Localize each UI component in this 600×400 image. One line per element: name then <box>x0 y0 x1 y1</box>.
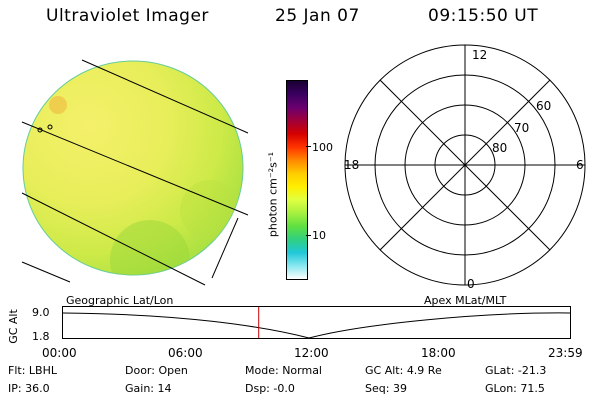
xtick-1200: 12:00 <box>294 346 329 360</box>
hot-spot <box>49 96 67 114</box>
status-value: 4.9 Re <box>406 364 442 377</box>
status-value: 39 <box>392 382 407 395</box>
status-key: Mode: <box>245 364 279 377</box>
lat-label-60: 60 <box>536 99 551 113</box>
status-row: Flt: LBHL Door: Open Mode: Normal GC Alt… <box>8 364 600 382</box>
grid-line <box>211 217 239 279</box>
status-value: Normal <box>282 364 322 377</box>
status-value: -21.3 <box>517 364 547 377</box>
mlt-label-6: 6 <box>576 158 584 172</box>
timeline-ylabel: GC Alt <box>6 309 20 344</box>
status-key: Flt: <box>8 364 26 377</box>
status-value: 36.0 <box>25 382 50 395</box>
timeline-frame <box>62 306 571 339</box>
status-value: 14 <box>157 382 172 395</box>
status-value: 71.5 <box>520 382 545 395</box>
grid-line <box>21 121 249 216</box>
lat-label-70: 70 <box>514 121 529 135</box>
timeline-ytick-low: 1.8 <box>32 330 50 343</box>
mlt-label-0: 0 <box>467 277 475 291</box>
status-key: IP: <box>8 382 22 395</box>
status-value: Open <box>158 364 188 377</box>
status-panel: Flt: LBHL Door: Open Mode: Normal GC Alt… <box>8 364 600 400</box>
grid-line <box>21 192 206 286</box>
polar-plot: 12 18 6 0 60 70 80 <box>344 44 586 291</box>
status-key: GC Alt: <box>365 364 404 377</box>
date-label: 25 Jan 07 <box>275 6 360 26</box>
status-key: GLon: <box>485 382 517 395</box>
status-value: -0.0 <box>273 382 295 395</box>
colorbar-tick-10: 10 <box>312 229 326 242</box>
timeline-left-label: Geographic Lat/Lon <box>66 294 174 307</box>
xtick-2359: 23:59 <box>548 346 583 360</box>
status-value: LBHL <box>28 364 57 377</box>
timeline-ytick-high: 9.0 <box>32 306 50 319</box>
time-label: 09:15:50 UT <box>428 6 539 26</box>
xtick-1800: 18:00 <box>421 346 456 360</box>
colorbar <box>286 80 308 280</box>
mlt-label-12: 12 <box>472 48 487 62</box>
timeline-plot <box>62 306 571 339</box>
status-key: Gain: <box>125 382 154 395</box>
status-key: Seq: <box>365 382 390 395</box>
altitude-curve <box>62 312 571 339</box>
xtick-0000: 00:00 <box>42 346 77 360</box>
grid-line <box>21 261 71 283</box>
timeline-right-label: Apex MLat/MLT <box>424 294 507 307</box>
instrument-title: Ultraviolet Imager <box>46 6 209 26</box>
status-row: IP: 36.0 Gain: 14 Dsp: -0.0 Seq: 39 GLon… <box>8 382 600 400</box>
status-key: Door: <box>125 364 155 377</box>
grid-line <box>81 59 249 134</box>
status-key: GLat: <box>485 364 515 377</box>
xtick-0600: 06:00 <box>168 346 203 360</box>
uv-image <box>21 59 249 286</box>
colorbar-tick-100: 100 <box>312 141 333 154</box>
mlt-label-18: 18 <box>344 158 359 172</box>
colorbar-label: photon cm⁻²s⁻¹ <box>266 151 280 238</box>
status-key: Dsp: <box>245 382 270 395</box>
lat-label-80: 80 <box>492 141 507 155</box>
